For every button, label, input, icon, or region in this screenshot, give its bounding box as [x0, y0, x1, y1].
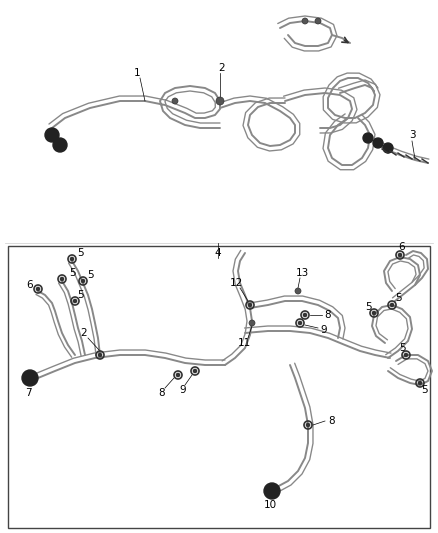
- Text: 5: 5: [87, 270, 93, 280]
- Text: 5: 5: [365, 302, 371, 312]
- Text: 11: 11: [237, 338, 251, 348]
- Circle shape: [264, 483, 280, 499]
- Circle shape: [302, 18, 308, 24]
- Circle shape: [304, 313, 307, 317]
- Circle shape: [71, 257, 74, 261]
- Circle shape: [372, 311, 376, 314]
- Text: 5: 5: [399, 343, 405, 353]
- Circle shape: [363, 133, 373, 143]
- Text: 13: 13: [295, 268, 309, 278]
- Text: 2: 2: [219, 63, 225, 73]
- Text: 9: 9: [180, 385, 186, 395]
- Circle shape: [45, 128, 59, 142]
- Text: 6: 6: [27, 280, 33, 290]
- Circle shape: [373, 138, 383, 148]
- Circle shape: [307, 423, 310, 426]
- Text: 2: 2: [81, 328, 87, 338]
- Text: 3: 3: [409, 130, 415, 140]
- Text: 12: 12: [230, 278, 243, 288]
- Text: 7: 7: [25, 388, 31, 398]
- Text: 5: 5: [77, 248, 83, 258]
- Circle shape: [383, 143, 393, 153]
- Circle shape: [295, 288, 301, 294]
- Circle shape: [177, 374, 180, 377]
- Circle shape: [399, 253, 402, 256]
- Text: 6: 6: [399, 242, 405, 252]
- Text: 5: 5: [395, 293, 401, 303]
- Text: 8: 8: [325, 310, 331, 320]
- Bar: [8, 246, 430, 528]
- Text: 1: 1: [134, 68, 140, 78]
- Text: 10: 10: [263, 500, 276, 510]
- Circle shape: [404, 353, 408, 357]
- Circle shape: [36, 287, 39, 290]
- Text: 5: 5: [69, 268, 75, 278]
- Circle shape: [99, 353, 102, 357]
- Text: 8: 8: [159, 388, 165, 398]
- Circle shape: [60, 277, 64, 280]
- Circle shape: [194, 369, 197, 373]
- Circle shape: [53, 138, 67, 152]
- Circle shape: [22, 370, 38, 386]
- Circle shape: [298, 321, 302, 325]
- Text: 8: 8: [328, 416, 336, 426]
- Circle shape: [74, 300, 77, 303]
- Text: 5: 5: [77, 290, 83, 300]
- Circle shape: [248, 303, 251, 306]
- Circle shape: [216, 97, 224, 105]
- Text: 9: 9: [321, 325, 327, 335]
- Text: 4: 4: [215, 248, 221, 258]
- Circle shape: [249, 320, 255, 326]
- Circle shape: [81, 279, 85, 282]
- Circle shape: [315, 18, 321, 24]
- Text: 5: 5: [420, 385, 427, 395]
- Circle shape: [172, 98, 178, 104]
- Circle shape: [418, 382, 422, 385]
- Circle shape: [390, 303, 394, 306]
